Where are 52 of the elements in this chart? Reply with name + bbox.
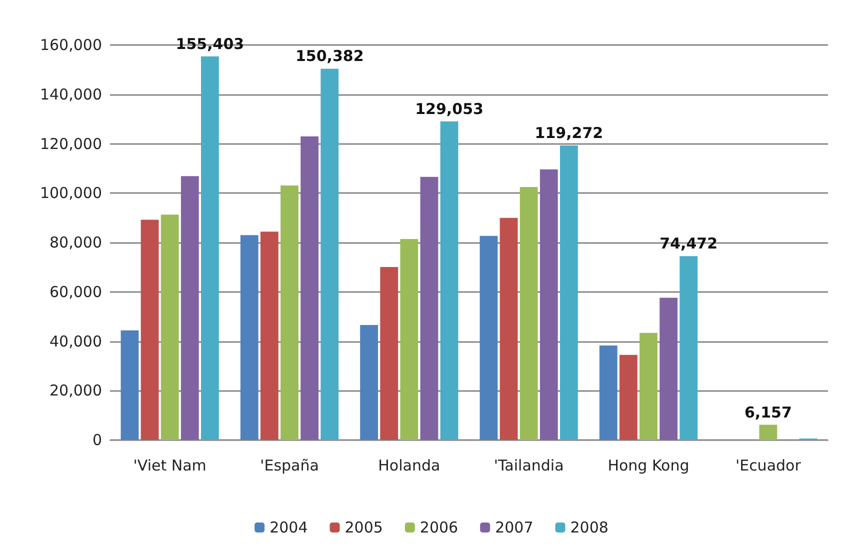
bar	[440, 121, 458, 440]
x-tick-label: 'Viet Nam	[133, 456, 206, 474]
y-tick-label: 160,000	[40, 36, 102, 54]
y-tick-label: 120,000	[40, 134, 102, 153]
bar	[540, 169, 558, 440]
legend-label: 2006	[420, 518, 458, 536]
legend-label: 2008	[570, 518, 608, 536]
bar	[240, 235, 258, 440]
bar	[640, 332, 658, 440]
legend-label: 2004	[270, 518, 308, 536]
y-tick-label: 0	[92, 431, 102, 449]
y-tick-label: 140,000	[40, 85, 102, 104]
legend-label: 2007	[495, 518, 534, 536]
bar	[400, 239, 418, 440]
bar	[320, 68, 339, 440]
y-tick-label: 40,000	[50, 332, 102, 350]
data-label: 74,472	[660, 234, 718, 253]
bar	[759, 424, 778, 440]
data-label: 119,272	[534, 124, 604, 142]
bar	[660, 298, 678, 440]
bar	[260, 232, 278, 440]
bar	[500, 218, 518, 440]
bar	[599, 345, 618, 440]
data-label: 155,403	[176, 34, 244, 53]
bar	[280, 185, 298, 440]
bar	[520, 186, 538, 440]
bar	[480, 236, 498, 440]
y-tick-label: 80,000	[50, 234, 102, 252]
bar	[120, 330, 139, 440]
data-label: 129,053	[415, 100, 484, 118]
bar	[560, 146, 578, 440]
bar	[200, 56, 219, 440]
x-tick-label: 'España	[260, 456, 319, 474]
y-tick-label: 20,000	[50, 382, 102, 400]
bar	[380, 266, 398, 440]
x-tick-label: Hong Kong	[608, 456, 690, 474]
bar	[140, 220, 159, 440]
bar	[680, 256, 698, 440]
data-label: 6,157	[744, 403, 792, 422]
bar	[360, 324, 378, 440]
bar	[160, 214, 179, 440]
bar	[619, 354, 638, 440]
x-tick-label: 'Ecuador	[735, 456, 802, 474]
bar	[420, 176, 438, 440]
bar	[300, 136, 319, 440]
legend-label: 2005	[344, 518, 383, 536]
x-tick-label: Holanda	[378, 456, 440, 474]
y-tick-label: 60,000	[50, 282, 102, 301]
x-tick-label: 'Tailandia	[494, 456, 564, 474]
y-tick-label: 100,000	[40, 184, 102, 202]
data-label: 150,382	[295, 47, 364, 66]
bar	[180, 176, 199, 440]
